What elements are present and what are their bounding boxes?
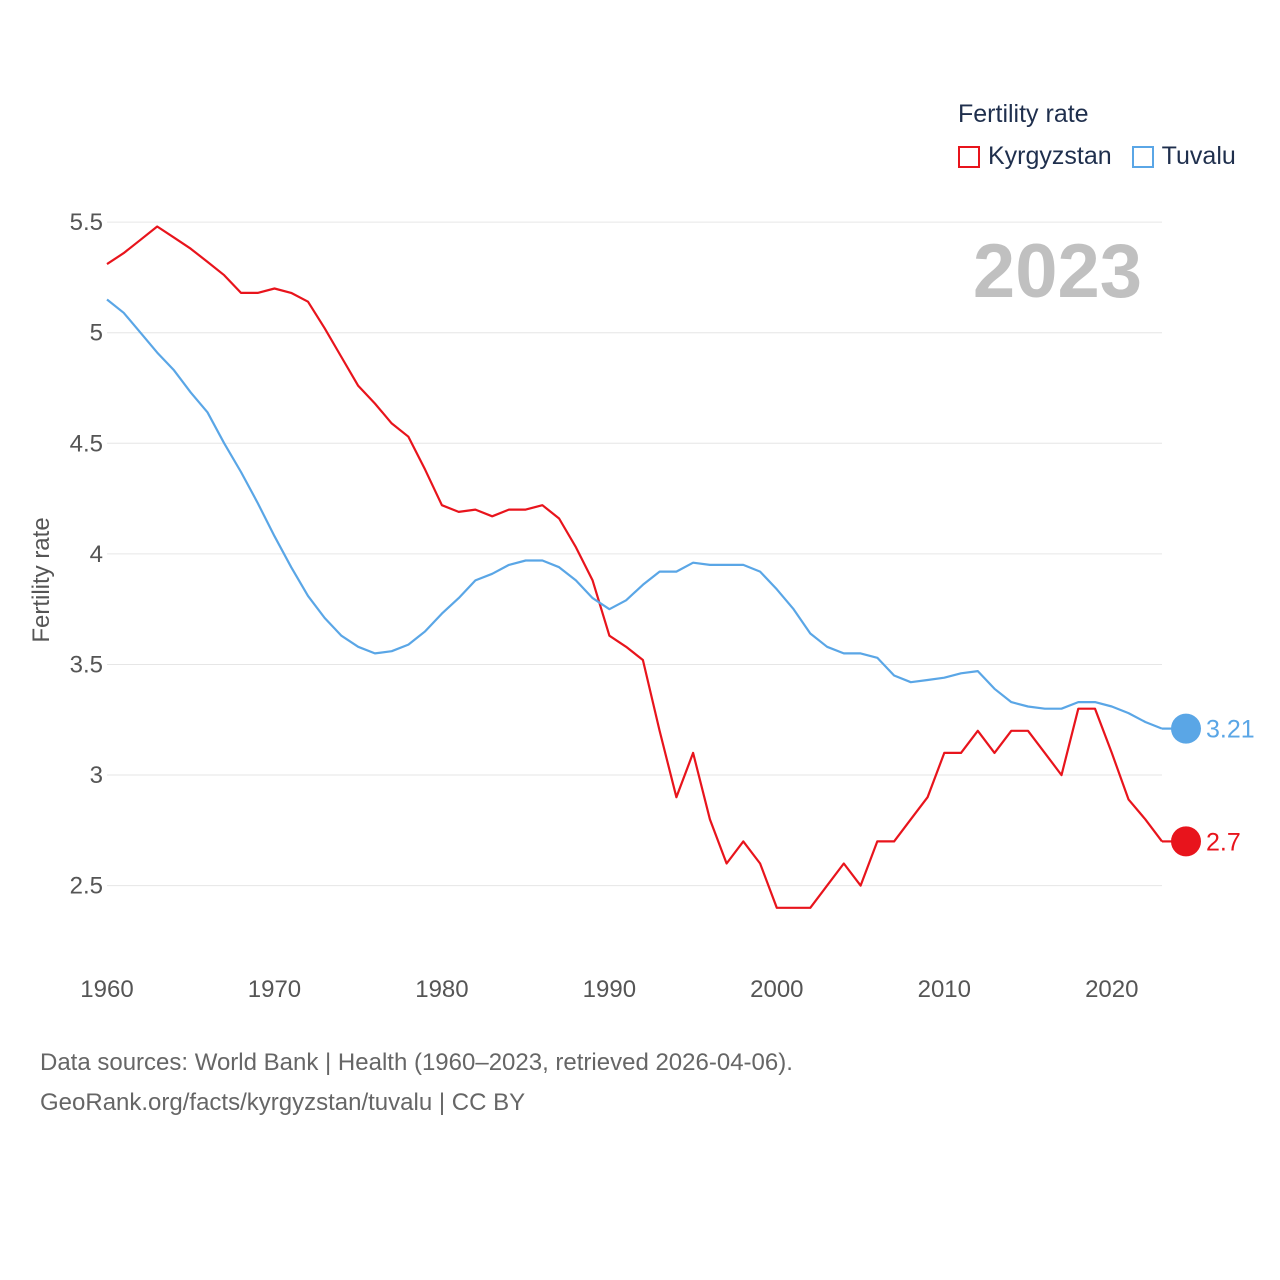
footer: Data sources: World Bank | Health (1960–… [40,1043,793,1123]
y-tick-label: 3.5 [70,651,103,678]
y-axis-label: Fertility rate [28,517,55,643]
x-tick-label: 1990 [583,976,636,1003]
legend-label-tuvalu: Tuvalu [1161,142,1236,170]
x-tick-label: 2010 [918,976,971,1003]
y-tick-labels: 2.5 3 3.5 4 4.5 5 5.5 [70,209,103,900]
legend-item-kyrgyzstan[interactable]: Kyrgyzstan [958,142,1112,171]
flag-icon-tuvalu [1171,713,1201,744]
legend: Kyrgyzstan Tuvalu [958,142,1256,171]
y-tick-label: 2.5 [70,873,103,900]
y-tick-label: 4 [90,541,103,568]
y-tick-label: 3 [90,762,103,789]
y-tick-label: 5.5 [70,209,103,236]
series-lines [106,225,1174,909]
x-tick-label: 1970 [248,976,301,1003]
flag-icon-kyrgyzstan [1171,826,1201,857]
end-label-tuvalu: 3.21 [1206,716,1255,744]
legend-title: Fertility rate [958,100,1089,128]
y-tick-label: 5 [90,320,103,347]
series-line-kyrgyzstan [106,225,1163,909]
footer-data-sources: Data sources: World Bank | Health (1960–… [40,1049,793,1076]
legend-swatch-tuvalu [1131,145,1154,168]
x-tick-labels: 1960 1970 1980 1990 2000 2010 2020 [80,976,1138,1003]
x-tick-label: 1960 [80,976,133,1003]
end-label-kyrgyzstan: 2.7 [1206,828,1241,856]
x-tick-label: 2000 [750,976,803,1003]
legend-item-tuvalu[interactable]: Tuvalu [1131,142,1236,171]
legend-swatch-kyrgyzstan [958,145,980,168]
grid-lines [107,221,1162,887]
x-tick-label: 1980 [415,976,468,1003]
y-tick-label: 4.5 [70,430,103,457]
footer-attribution[interactable]: GeoRank.org/facts/kyrgyzstan/tuvalu | CC… [40,1089,526,1116]
series-line-tuvalu [106,298,1163,730]
legend-label-kyrgyzstan: Kyrgyzstan [988,142,1112,170]
current-year-label: 2023 [972,229,1142,314]
x-tick-label: 2020 [1085,976,1138,1003]
series-end-markers: 2.7 3.21 [1171,713,1255,857]
